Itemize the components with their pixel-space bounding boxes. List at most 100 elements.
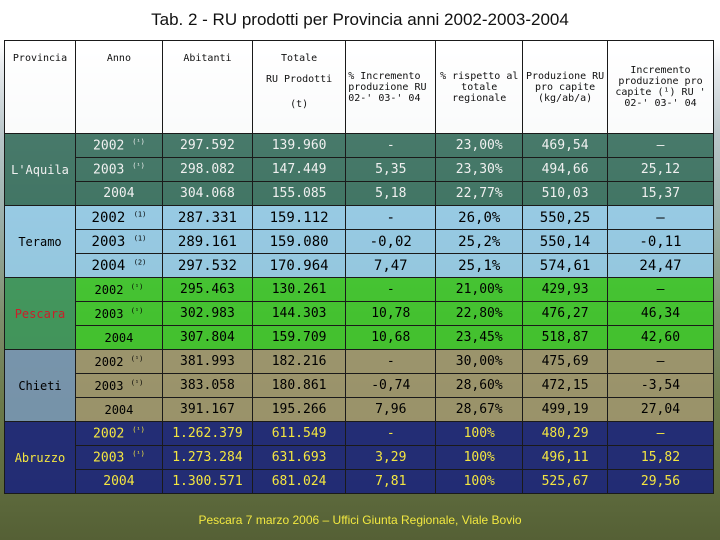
totale-cell: 147.449: [251, 157, 347, 182]
rispetto-cell: 28,67%: [435, 397, 524, 422]
abitanti-cell: 1.262.379: [161, 421, 253, 446]
year-cell: 2002 (¹): [75, 277, 163, 302]
header-produzione: Produzione RU pro capite (kg/ab/a): [522, 40, 608, 134]
totale-cell: 144.303: [251, 301, 347, 326]
totale-cell: 681.024: [251, 469, 347, 494]
header-totale-line2: RU Prodotti: [265, 74, 333, 85]
abitanti-cell: 297.592: [161, 133, 253, 158]
table-row: L'Aquila 2002 (¹) 297.592 139.960-23,00% 469…: [4, 133, 715, 206]
rispetto-cell: 23,30%: [435, 157, 524, 182]
year-value: 2003: [93, 162, 125, 178]
incremento-procapite-cell: -0,11: [606, 229, 715, 254]
produzione-cell: 476,27: [522, 301, 608, 326]
table-row: 2003 (¹) 1.273.284 631.693 3,29 100% 496,11 15…: [5, 445, 715, 470]
abitanti-cell: 289.161: [161, 229, 253, 254]
rispetto-cell: 100%: [435, 421, 524, 446]
totale-cell: 611.549: [251, 421, 347, 446]
year-cell: 2002 (¹): [75, 421, 163, 446]
produzione-cell: 518,87: [522, 325, 608, 350]
table-row: Teramo 2002 (1) 287.331 159.112-26,0% 550,25…: [4, 205, 715, 278]
year-footnote: (¹): [130, 282, 144, 291]
produzione-cell: 472,15: [522, 373, 608, 398]
year-cell: 2004: [75, 325, 163, 350]
year-cell: 2002 (1): [75, 205, 163, 230]
year-cell: 2002 (¹): [75, 133, 163, 158]
year-footnote: (1): [133, 209, 147, 218]
incremento-procapite-cell: 25,12: [606, 157, 715, 182]
abitanti-cell: 383.058: [161, 373, 253, 398]
abitanti-cell: 302.983: [161, 301, 253, 326]
totale-cell: 130.261: [251, 277, 347, 302]
header-incremento: % Incremento produzione RU 02-' 03-' 04: [345, 40, 437, 134]
produzione-cell: 469,54: [522, 133, 608, 158]
table-row: Pescara 2002 (¹) 295.463 130.261-21,00% 429,…: [4, 277, 715, 350]
year-footnote: (¹): [130, 306, 144, 315]
year-cell: 2003 (¹): [75, 373, 163, 398]
province-cell: Pescara: [4, 277, 76, 350]
rispetto-cell: 22,80%: [435, 301, 524, 326]
incremento-cell: 7,47: [345, 253, 437, 278]
abitanti-cell: 391.167: [161, 397, 253, 422]
table-row: 2004 307.804 159.709 10,68 23,45% 518,87 42,60: [5, 325, 715, 350]
totale-cell: 170.964: [251, 253, 347, 278]
totale-cell: 631.693: [251, 445, 347, 470]
produzione-cell: 510,03: [522, 181, 608, 206]
produzione-cell: 574,61: [522, 253, 608, 278]
produzione-cell: 494,66: [522, 157, 608, 182]
incremento-procapite-cell: 42,60: [606, 325, 715, 350]
abitanti-cell: 1.300.571: [161, 469, 253, 494]
produzione-cell: 475,69: [522, 349, 608, 374]
abitanti-cell: 297.532: [161, 253, 253, 278]
rispetto-cell: 23,45%: [435, 325, 524, 350]
year-footnote: (1): [133, 233, 147, 242]
totale-cell: 195.266: [251, 397, 347, 422]
incremento-procapite-cell: –: [606, 277, 715, 302]
incremento-procapite-cell: 15,37: [606, 181, 715, 206]
totale-cell: 139.960: [251, 133, 347, 158]
incremento-procapite-cell: –: [606, 133, 715, 158]
year-value: 2003: [93, 450, 125, 466]
incremento-procapite-cell: 46,34: [606, 301, 715, 326]
produzione-cell: 496,11: [522, 445, 608, 470]
rispetto-cell: 22,77%: [435, 181, 524, 206]
header-provincia: Provincia: [4, 40, 76, 134]
year-value: 2003: [94, 378, 124, 393]
year-value: 2004: [103, 186, 135, 201]
table-row: 2004 391.167 195.266 7,96 28,67% 499,19 27,04: [5, 397, 715, 422]
table-row: 2003 (1) 289.161 159.080 -0,02 25,2% 550,14 -0…: [5, 229, 715, 254]
incremento-cell: 7,81: [345, 469, 437, 494]
year-cell: 2003 (¹): [75, 301, 163, 326]
header-rispetto: % rispetto al totale regionale: [435, 40, 524, 134]
header-abitanti: Abitanti: [161, 40, 253, 134]
ru-table: Provincia Anno Abitanti Totale RU Prodot…: [4, 40, 715, 494]
incremento-procapite-cell: –: [606, 421, 715, 446]
year-value: 2004: [103, 474, 135, 489]
totale-cell: 155.085: [251, 181, 347, 206]
totale-cell: 180.861: [251, 373, 347, 398]
incremento-cell: 3,29: [345, 445, 437, 470]
header-totale: Totale RU Prodotti (t): [251, 40, 347, 134]
year-value: 2003: [94, 306, 124, 321]
rispetto-cell: 23,00%: [435, 133, 524, 158]
abitanti-cell: 295.463: [161, 277, 253, 302]
abitanti-cell: 307.804: [161, 325, 253, 350]
rispetto-cell: 25,1%: [435, 253, 524, 278]
incremento-procapite-cell: –: [606, 349, 715, 374]
incremento-cell: 10,68: [345, 325, 437, 350]
year-footnote: (¹): [130, 378, 144, 387]
incremento-procapite-cell: 15,82: [606, 445, 715, 470]
incremento-cell: -: [345, 133, 437, 158]
rispetto-cell: 26,0%: [435, 205, 524, 230]
year-cell: 2002 (¹): [75, 349, 163, 374]
incremento-cell: -: [345, 277, 437, 302]
table-row: 2004 1.300.571 681.024 7,81 100% 525,67 29,56: [5, 469, 715, 494]
produzione-cell: 429,93: [522, 277, 608, 302]
rispetto-cell: 25,2%: [435, 229, 524, 254]
abitanti-cell: 287.331: [161, 205, 253, 230]
totale-cell: 182.216: [251, 349, 347, 374]
rispetto-cell: 100%: [435, 445, 524, 470]
year-footnote: (2): [133, 257, 147, 266]
incremento-cell: -0,02: [345, 229, 437, 254]
incremento-cell: -: [345, 421, 437, 446]
table-row: 2004 304.068 155.085 5,18 22,77% 510,03 15,37: [5, 181, 715, 206]
